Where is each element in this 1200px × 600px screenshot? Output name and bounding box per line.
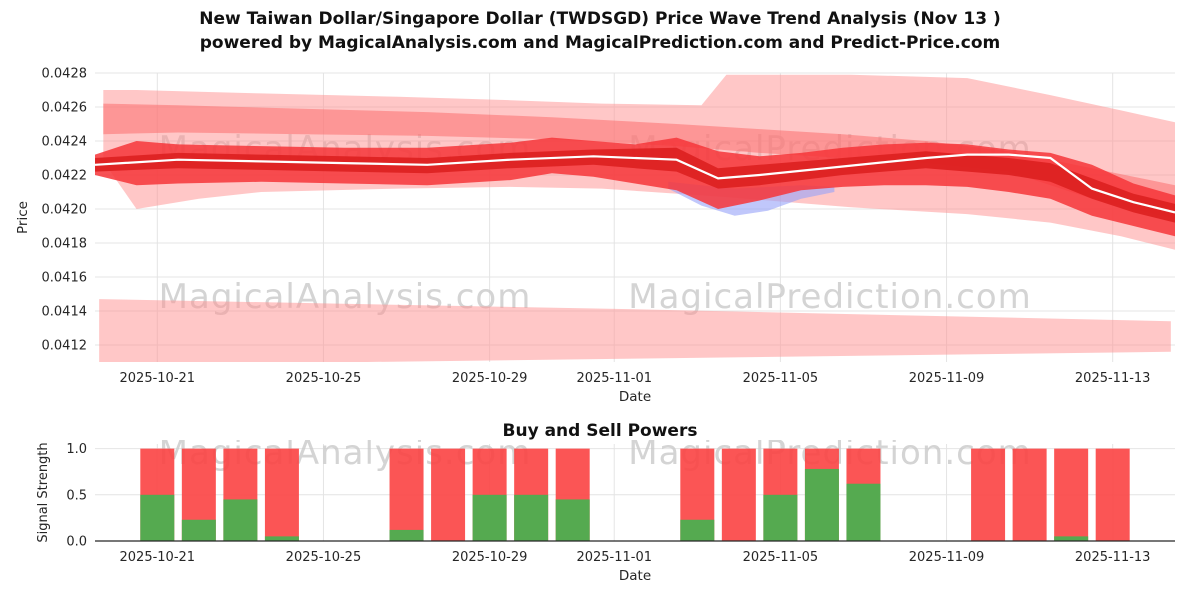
price-x-tick-label: 2025-11-13 xyxy=(1075,371,1151,386)
sell-power-bar xyxy=(1054,448,1089,541)
buy-power-bar xyxy=(472,494,507,541)
sell-power-bar xyxy=(1012,448,1047,541)
buy-power-bar xyxy=(514,494,549,541)
price-y-tick-label: 0.0418 xyxy=(42,237,88,252)
buy-power-bar xyxy=(555,499,590,541)
sell-power-bar xyxy=(389,448,424,541)
price-xaxis-label: Date xyxy=(619,389,651,405)
power-x-tick-label: 2025-11-09 xyxy=(909,550,985,565)
price-x-tick-label: 2025-11-01 xyxy=(576,371,652,386)
price-wave-chart: MagicalAnalysis.com MagicalPrediction.com… xyxy=(15,67,1175,405)
sell-power-bar xyxy=(971,448,1006,541)
watermark-analysis: MagicalAnalysis.com xyxy=(159,440,532,473)
chart-powered-by: powered by MagicalAnalysis.com and Magic… xyxy=(199,32,1001,53)
price-y-tick-label: 0.0428 xyxy=(42,67,88,82)
buy-power-bar xyxy=(846,483,881,541)
buy-power-bar xyxy=(1054,536,1089,541)
price-y-tick-label: 0.0412 xyxy=(42,339,88,354)
watermark-prediction: MagicalPrediction.com xyxy=(628,277,1032,317)
price-x-tick-label: 2025-10-29 xyxy=(452,371,528,386)
buy-power-bar xyxy=(181,519,216,541)
sell-power-bar xyxy=(1095,448,1130,541)
core-dark-band xyxy=(95,147,1175,223)
buy-power-bar xyxy=(804,468,839,541)
lower-light-band xyxy=(99,299,1171,362)
power-x-tick-label: 2025-10-25 xyxy=(286,550,362,565)
white-median-trend-line xyxy=(95,153,1175,214)
price-y-tick-label: 0.0424 xyxy=(42,135,88,150)
price-x-tick-label: 2025-11-05 xyxy=(743,371,819,386)
buy-power-bar xyxy=(680,519,715,541)
buy-sell-chart: MagicalAnalysis.comMagicalPrediction.com… xyxy=(36,440,1175,584)
price-y-tick-label: 0.0416 xyxy=(42,271,88,286)
power-x-tick-label: 2025-11-05 xyxy=(743,550,819,565)
price-x-tick-label: 2025-10-25 xyxy=(286,371,362,386)
power-x-tick-label: 2025-10-29 xyxy=(452,550,528,565)
price-x-tick-label: 2025-11-09 xyxy=(909,371,985,386)
buy-power-bar xyxy=(763,494,798,541)
power-y-tick-label: 1.0 xyxy=(66,442,87,457)
price-y-tick-label: 0.0426 xyxy=(42,101,88,116)
price-x-tick-label: 2025-10-21 xyxy=(120,371,196,386)
price-y-tick-label: 0.0422 xyxy=(42,169,88,184)
upper-medium-band xyxy=(103,103,1175,220)
power-yaxis-label: Signal Strength xyxy=(36,442,51,542)
buy-power-bar xyxy=(264,536,299,541)
power-x-tick-label: 2025-10-21 xyxy=(120,550,196,565)
power-y-tick-label: 0.0 xyxy=(66,535,87,550)
buy-sell-chart-title: Buy and Sell Powers xyxy=(502,421,698,441)
power-x-tick-label: 2025-11-13 xyxy=(1075,550,1151,565)
buy-power-bar xyxy=(223,499,258,541)
sell-power-bar xyxy=(721,448,756,541)
power-xaxis-label: Date xyxy=(619,568,651,584)
price-y-tick-label: 0.0414 xyxy=(42,305,88,320)
buy-power-bar xyxy=(389,529,424,541)
chart-title: New Taiwan Dollar/Singapore Dollar (TWDS… xyxy=(199,9,1001,29)
chart-header: New Taiwan Dollar/Singapore Dollar (TWDS… xyxy=(0,8,1200,56)
sell-power-bar xyxy=(431,448,466,541)
sell-power-bar xyxy=(264,448,299,541)
price-y-tick-label: 0.0420 xyxy=(42,203,88,218)
price-yaxis-label: Price xyxy=(15,201,31,234)
power-x-tick-label: 2025-11-01 xyxy=(576,550,652,565)
power-y-tick-label: 0.5 xyxy=(66,488,87,503)
buy-power-bar xyxy=(140,494,175,541)
